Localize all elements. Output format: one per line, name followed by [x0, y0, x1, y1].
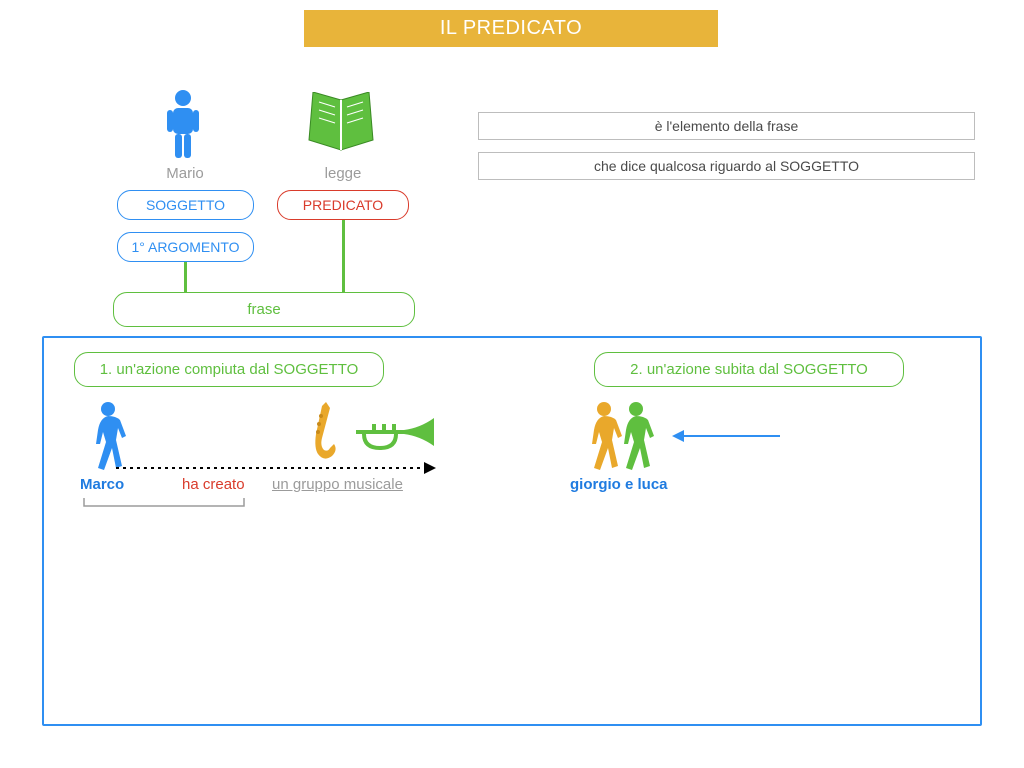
gruppo-label: un gruppo musicale: [272, 476, 403, 493]
line-pred-frase: [342, 220, 345, 292]
trumpet-icon: [354, 416, 438, 456]
desc-box-2: che dice qualcosa riguardo al SOGGETTO: [478, 152, 975, 180]
examples-container: [42, 336, 982, 726]
line-arg-frase: [184, 262, 187, 292]
desc-box-1: è l'elemento della frase: [478, 112, 975, 140]
legge-label: legge: [298, 165, 388, 182]
mario-label: Mario: [140, 165, 230, 182]
frase-pill: frase: [113, 292, 415, 327]
section1-title: 1. un'azione compiuta dal SOGGETTO: [74, 352, 384, 387]
predicato-pill: PREDICATO: [277, 190, 409, 220]
bracket-icon: [82, 498, 246, 512]
walking-person-icon-green: [614, 402, 656, 472]
person-icon: [162, 90, 204, 160]
dotted-arrow: [116, 460, 436, 476]
title-bar: IL PREDICATO: [304, 10, 718, 47]
ha-creato-label: ha creato: [182, 476, 245, 493]
marco-label: Marco: [80, 476, 124, 493]
argomento-pill: 1° ARGOMENTO: [117, 232, 254, 262]
giorgio-label: giorgio e luca: [570, 476, 668, 493]
section2-title: 2. un'azione subita dal SOGGETTO: [594, 352, 904, 387]
soggetto-pill: SOGGETTO: [117, 190, 254, 220]
book-icon: [305, 92, 377, 154]
saxophone-icon: [292, 400, 338, 466]
blue-arrow-left: [672, 428, 780, 444]
